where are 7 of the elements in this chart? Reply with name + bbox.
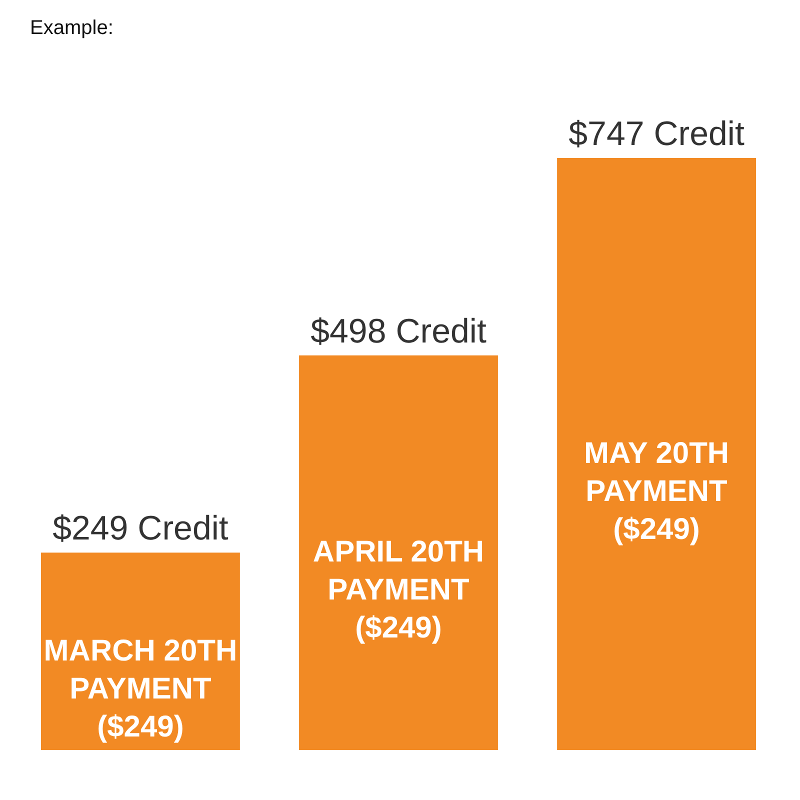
x-tick-label: MAY 20TH PAYMENT ($249) <box>584 437 730 546</box>
data-label: $747 Credit <box>568 115 745 153</box>
data-label: $249 Credit <box>52 510 229 548</box>
data-label: $498 Credit <box>310 312 487 350</box>
chart-title: Example: <box>30 17 114 39</box>
x-tick-label: APRIL 20TH PAYMENT ($249) <box>312 536 484 645</box>
x-tick-label: MARCH 20TH PAYMENT ($249) <box>44 634 238 744</box>
